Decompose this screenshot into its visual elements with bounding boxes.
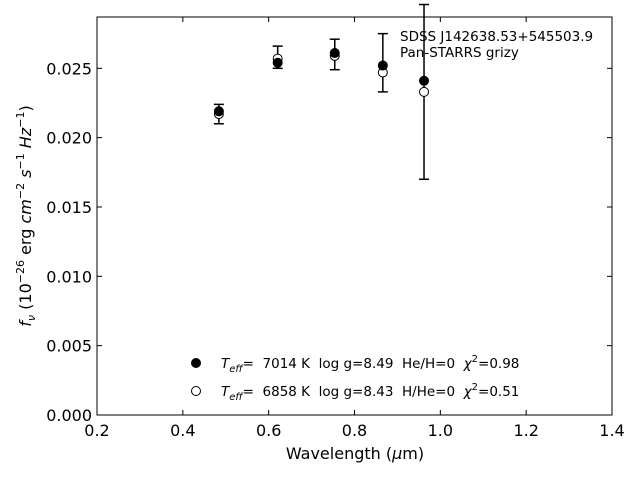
x-axis-label: Wavelength (μm): [286, 444, 424, 463]
y-axis-ticks: 0.000 0.005 0.010 0.015 0.020 0.025: [46, 59, 612, 425]
point-filled-model: [329, 48, 340, 59]
x-axis-ticks: 0.2 0.4 0.6 0.8 1.0 1.2 1.4: [84, 17, 625, 440]
x-tick-label: 0.2: [84, 421, 109, 440]
error-bars: [213, 3, 430, 181]
chart-annotation-survey: Pan-STARRS grizy: [400, 45, 519, 61]
y-tick-label: 0.020: [46, 129, 92, 148]
y-axis-label: fν (10−26 erg cm−2 s−1 Hz−1): [14, 105, 38, 326]
y-tick-label: 0.015: [46, 198, 92, 217]
legend-entry-1: Teff= 7014 K log g=8.49 He/H=0 χ2=0.98: [221, 354, 519, 375]
point-filled-model: [213, 106, 224, 117]
x-tick-label: 0.8: [342, 421, 367, 440]
point-open-model: [419, 86, 430, 97]
x-tick-label: 0.4: [170, 421, 195, 440]
point-filled-model: [377, 60, 388, 71]
chart-annotation-object: SDSS J142638.53+545503.9: [400, 29, 593, 45]
legend-marker-open: [191, 386, 201, 396]
x-tick-label: 0.6: [256, 421, 281, 440]
y-tick-label: 0.005: [46, 337, 92, 356]
point-filled-model: [419, 75, 430, 86]
point-filled-model: [272, 57, 283, 68]
x-tick-label: 1.4: [599, 421, 624, 440]
legend-marker-filled: [191, 358, 201, 368]
data-points: [213, 48, 430, 120]
legend: Teff= 7014 K log g=8.49 He/H=0 χ2=0.98 T…: [191, 354, 519, 403]
y-tick-label: 0.010: [46, 267, 92, 286]
y-tick-label: 0.000: [46, 406, 92, 425]
y-tick-label: 0.025: [46, 59, 92, 78]
x-tick-label: 1.2: [513, 421, 538, 440]
x-tick-label: 1.0: [428, 421, 453, 440]
legend-entry-2: Teff= 6858 K log g=8.43 H/He=0 χ2=0.51: [221, 382, 519, 403]
